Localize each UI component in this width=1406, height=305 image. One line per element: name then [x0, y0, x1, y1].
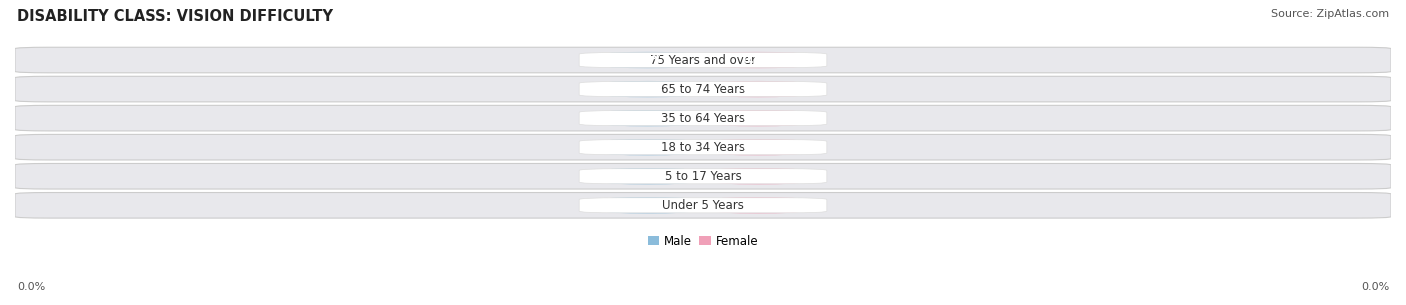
Text: 0.0%: 0.0%	[633, 142, 664, 152]
Text: 0.0%: 0.0%	[633, 55, 664, 65]
Legend: Male, Female: Male, Female	[643, 230, 763, 252]
FancyBboxPatch shape	[717, 168, 800, 185]
FancyBboxPatch shape	[717, 110, 800, 126]
Text: 75 Years and over: 75 Years and over	[650, 54, 756, 66]
Text: Under 5 Years: Under 5 Years	[662, 199, 744, 212]
FancyBboxPatch shape	[606, 81, 689, 97]
FancyBboxPatch shape	[15, 105, 1391, 131]
Text: 0.0%: 0.0%	[633, 84, 664, 94]
FancyBboxPatch shape	[15, 192, 1391, 218]
FancyBboxPatch shape	[606, 168, 689, 185]
FancyBboxPatch shape	[717, 197, 800, 213]
Text: DISABILITY CLASS: VISION DIFFICULTY: DISABILITY CLASS: VISION DIFFICULTY	[17, 9, 333, 24]
Text: 0.0%: 0.0%	[633, 113, 664, 123]
FancyBboxPatch shape	[579, 81, 827, 97]
FancyBboxPatch shape	[15, 76, 1391, 102]
Text: 35 to 64 Years: 35 to 64 Years	[661, 112, 745, 125]
Text: 0.0%: 0.0%	[633, 200, 664, 210]
FancyBboxPatch shape	[579, 111, 827, 126]
Text: 0.0%: 0.0%	[742, 142, 773, 152]
FancyBboxPatch shape	[15, 135, 1391, 160]
Text: 0.0%: 0.0%	[742, 200, 773, 210]
Text: 0.0%: 0.0%	[1361, 282, 1389, 292]
Text: 0.0%: 0.0%	[633, 171, 664, 181]
FancyBboxPatch shape	[15, 47, 1391, 73]
Text: 5 to 17 Years: 5 to 17 Years	[665, 170, 741, 183]
FancyBboxPatch shape	[606, 197, 689, 213]
FancyBboxPatch shape	[717, 139, 800, 155]
FancyBboxPatch shape	[579, 140, 827, 155]
FancyBboxPatch shape	[579, 169, 827, 184]
Text: 0.0%: 0.0%	[17, 282, 45, 292]
FancyBboxPatch shape	[606, 110, 689, 126]
Text: Source: ZipAtlas.com: Source: ZipAtlas.com	[1271, 9, 1389, 19]
FancyBboxPatch shape	[15, 163, 1391, 189]
Text: 65 to 74 Years: 65 to 74 Years	[661, 83, 745, 95]
FancyBboxPatch shape	[606, 139, 689, 155]
Text: 18 to 34 Years: 18 to 34 Years	[661, 141, 745, 154]
FancyBboxPatch shape	[717, 81, 800, 97]
Text: 0.0%: 0.0%	[742, 113, 773, 123]
FancyBboxPatch shape	[579, 52, 827, 68]
FancyBboxPatch shape	[606, 52, 689, 68]
Text: 0.0%: 0.0%	[742, 171, 773, 181]
Text: 0.0%: 0.0%	[742, 84, 773, 94]
FancyBboxPatch shape	[579, 198, 827, 213]
Text: 0.0%: 0.0%	[742, 55, 773, 65]
FancyBboxPatch shape	[717, 52, 800, 68]
